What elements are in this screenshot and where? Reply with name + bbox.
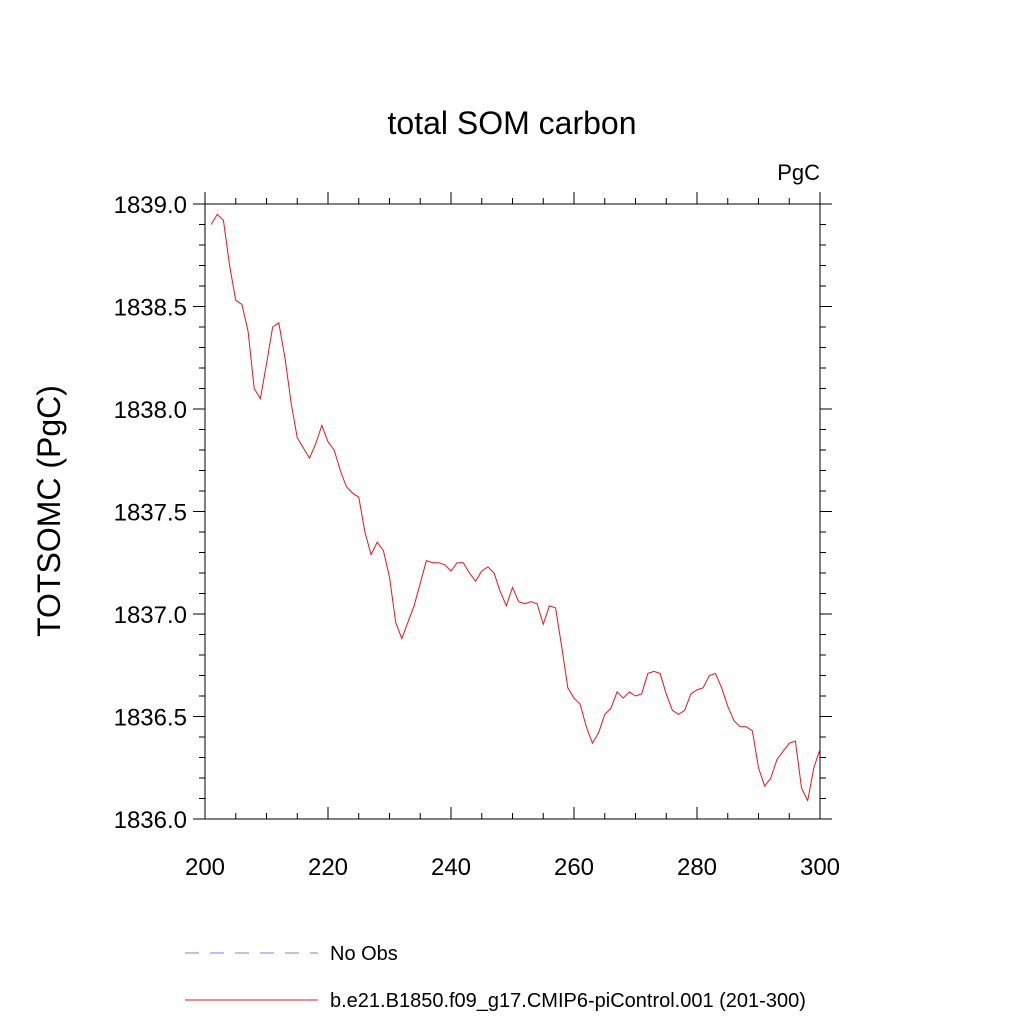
units-label: PgC xyxy=(777,160,820,185)
y-tick-label: 1839.0 xyxy=(114,192,187,219)
legend: No Obs b.e21.B1850.f09_g17.CMIP6-piContro… xyxy=(185,943,806,1012)
y-tick-label: 1837.0 xyxy=(114,602,187,629)
x-tick-label: 200 xyxy=(185,854,225,881)
y-axis-label: TOTSOMC (PgC) xyxy=(31,385,67,637)
y-tick-label: 1837.5 xyxy=(114,500,187,527)
legend-label: b.e21.B1850.f09_g17.CMIP6-piControl.001 … xyxy=(330,990,806,1012)
series-line xyxy=(210,213,821,803)
plot-frame xyxy=(204,203,821,820)
x-tick-label: 280 xyxy=(677,854,717,881)
y-tick-label: 1838.0 xyxy=(114,397,187,424)
y-tick-label: 1838.5 xyxy=(114,295,187,322)
x-tick-label: 300 xyxy=(800,854,840,881)
y-tick-label: 1836.0 xyxy=(114,807,187,834)
x-tick-label: 260 xyxy=(554,854,594,881)
x-tick-label: 220 xyxy=(308,854,348,881)
y-tick-label: 1836.5 xyxy=(114,705,187,732)
series-layer xyxy=(210,213,821,803)
chart-title: total SOM carbon xyxy=(388,105,637,141)
axis-ticks: 200 220 240 260 280 300 1836.0 1836.5 1837.0 1837… xyxy=(114,192,840,881)
x-tick-label: 240 xyxy=(431,854,471,881)
legend-label: No Obs xyxy=(330,943,398,965)
